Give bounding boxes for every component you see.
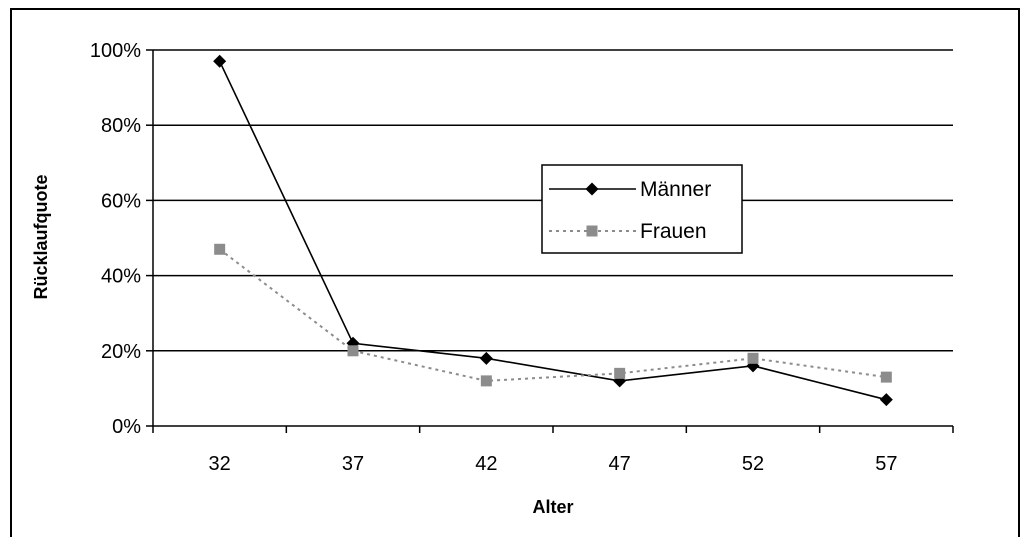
x-tick-label: 47 bbox=[609, 453, 631, 475]
legend-label-maenner: Männer bbox=[640, 178, 711, 201]
data-point-frauen bbox=[614, 367, 626, 379]
y-tick-label: 60% bbox=[101, 190, 141, 212]
x-tick-label: 52 bbox=[742, 453, 764, 475]
series-line-frauen bbox=[219, 248, 887, 382]
y-tick-label: 100% bbox=[90, 40, 141, 62]
y-tick-label: 0% bbox=[112, 416, 141, 438]
y-tick-label: 20% bbox=[101, 341, 141, 363]
legend-marker-frauen bbox=[586, 225, 598, 237]
data-point-maenner bbox=[479, 351, 493, 365]
data-point-frauen bbox=[480, 375, 492, 387]
y-axis-title: Rücklaufquote bbox=[31, 174, 51, 299]
gridlines bbox=[153, 49, 953, 352]
y-tick-label: 40% bbox=[101, 266, 141, 288]
legend-marker-maenner bbox=[585, 182, 599, 196]
chart-frame bbox=[10, 8, 1020, 537]
series-line-maenner bbox=[218, 60, 887, 401]
data-point-maenner bbox=[213, 54, 227, 68]
legend-label-frauen: Frauen bbox=[640, 220, 707, 243]
x-tick-label: 57 bbox=[875, 453, 897, 475]
legend: Männer Frauen bbox=[541, 164, 743, 254]
axes bbox=[146, 49, 954, 433]
y-tick-label: 80% bbox=[101, 115, 141, 137]
x-tick-label: 37 bbox=[342, 453, 364, 475]
x-tick-label: 42 bbox=[475, 453, 497, 475]
data-point-frauen bbox=[347, 345, 359, 357]
x-tick-label: 32 bbox=[209, 453, 231, 475]
x-axis-title: Alter bbox=[532, 497, 573, 517]
series bbox=[213, 54, 893, 407]
data-point-frauen bbox=[880, 371, 892, 383]
tick-labels: 0% 20% 40% 60% 80% 100% 32 37 42 47 52 57 bbox=[90, 40, 898, 475]
data-point-frauen bbox=[747, 352, 759, 364]
legend-box bbox=[541, 164, 743, 254]
data-point-maenner bbox=[879, 393, 893, 407]
data-point-frauen bbox=[214, 243, 226, 255]
